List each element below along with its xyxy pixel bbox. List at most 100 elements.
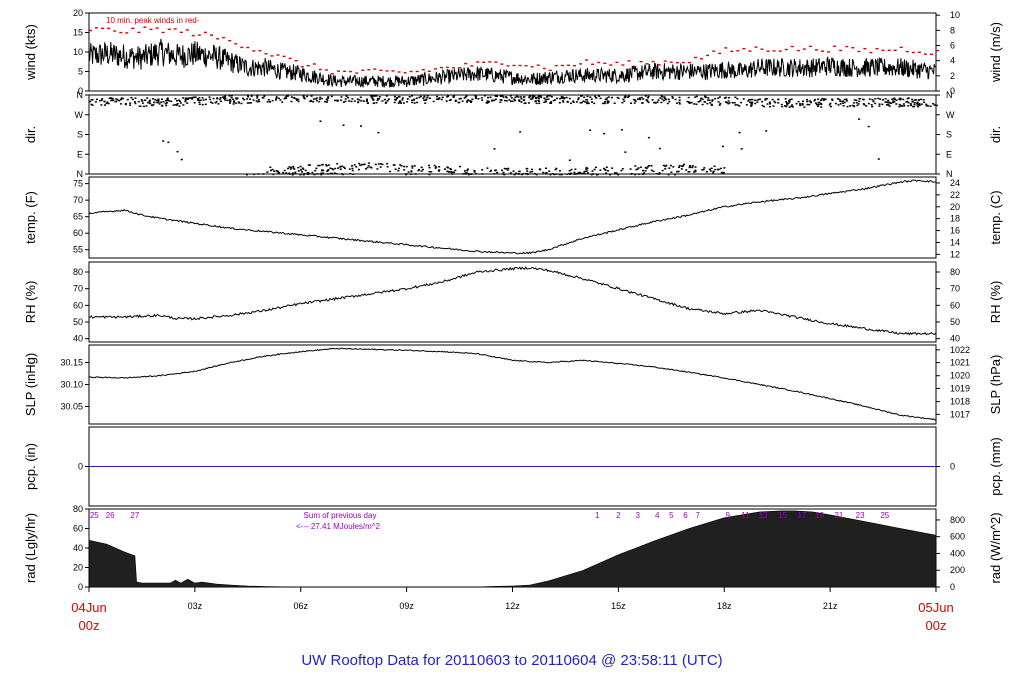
dir-point [616, 96, 619, 99]
dir-point [532, 96, 535, 98]
dir-point [465, 95, 468, 97]
dir-point [565, 96, 568, 99]
dir-point [838, 98, 841, 101]
dir-point [699, 100, 702, 102]
dir-point [561, 96, 564, 98]
dir-point [836, 98, 839, 100]
y-tick-label-right: 600 [950, 532, 965, 542]
peak-wind-mark [89, 29, 92, 32]
peak-wind-mark [143, 26, 147, 28]
y-tick-label-right: 400 [950, 548, 965, 558]
dir-point [705, 171, 708, 173]
dir-point [520, 173, 523, 176]
dir-point [528, 96, 531, 99]
dir-point [179, 102, 182, 104]
dir-point [754, 99, 757, 102]
peak-wind-mark [185, 29, 189, 31]
dir-point [821, 97, 824, 100]
dir-point [531, 98, 534, 100]
dir-point [176, 100, 178, 102]
dir-point [526, 173, 529, 176]
dir-point [489, 96, 492, 98]
dir-point [110, 97, 113, 99]
y-tick-label-right: N [946, 169, 953, 179]
dir-point [685, 169, 688, 171]
dir-point [401, 99, 404, 101]
pcp-ylabel: pcp. (in) [23, 443, 38, 490]
dir-point [584, 170, 587, 173]
dir-point [375, 95, 378, 97]
dir-point [218, 98, 221, 101]
peak-wind-mark [197, 34, 201, 36]
dir-point [918, 103, 921, 105]
dir-point [107, 102, 110, 105]
dir-point [879, 98, 882, 100]
dir-point [678, 166, 680, 168]
dir-point [568, 159, 571, 161]
dir-point [493, 99, 496, 102]
dir-point [624, 151, 627, 153]
dir-point [668, 167, 671, 169]
peak-wind-mark [567, 64, 570, 66]
dir-point [170, 100, 173, 103]
dir-point [288, 172, 291, 174]
peak-wind-legend: 10 min. peak winds in red- [106, 16, 200, 25]
dir-point [630, 173, 633, 175]
dir-point [813, 99, 816, 102]
dir-point [584, 101, 587, 103]
dir-point [322, 169, 325, 172]
dir-point [604, 101, 607, 103]
dir-point [490, 169, 493, 172]
dir-point [691, 166, 694, 169]
y-tick-label: 30.05 [60, 401, 83, 411]
y-tick-label-right: 8 [950, 25, 955, 35]
dir-point [885, 101, 888, 103]
peak-wind-mark [149, 28, 153, 31]
dir-point [907, 101, 910, 104]
dir-point [246, 102, 249, 104]
dir-point [788, 101, 791, 103]
dir-point [687, 101, 690, 103]
dir-point [834, 102, 837, 105]
dir-point [270, 169, 272, 172]
dir-point [691, 165, 694, 167]
dir-point [509, 172, 512, 174]
dir-point [396, 97, 399, 100]
dir-point [491, 99, 494, 101]
peak-wind-mark [694, 56, 697, 59]
dir-point [884, 101, 887, 103]
dir-point [378, 98, 380, 100]
dir-point [286, 95, 288, 97]
dir-point [322, 172, 325, 174]
dir-point [232, 98, 235, 101]
dir-point [446, 170, 449, 172]
dir-point [240, 102, 243, 105]
dir-point [233, 100, 236, 102]
dir-point [672, 166, 675, 168]
x-tick-label: 09z [399, 601, 414, 611]
y-tick-label-right: 0 [950, 86, 955, 96]
dir-point [198, 97, 201, 99]
dir-point [689, 166, 692, 168]
dir-point [397, 170, 400, 172]
dir-point [349, 172, 352, 175]
dir-point [327, 169, 330, 171]
dir-point [327, 164, 330, 166]
peak-wind-mark [754, 46, 758, 48]
dir-point [523, 102, 526, 105]
dir-point [369, 166, 372, 168]
dir-point [384, 102, 387, 104]
dir-point [351, 167, 354, 170]
dir-point [534, 100, 537, 103]
dir-point [638, 98, 641, 100]
dir-point [473, 171, 476, 173]
dir-point [903, 105, 906, 107]
dir-point [607, 170, 610, 172]
dir-point [868, 98, 871, 100]
y-tick-label: 0 [78, 582, 83, 592]
dir-point [187, 97, 189, 99]
dir-point [642, 98, 645, 100]
dir-point [422, 168, 424, 171]
dir-point [271, 99, 274, 102]
dir-point [892, 101, 894, 104]
